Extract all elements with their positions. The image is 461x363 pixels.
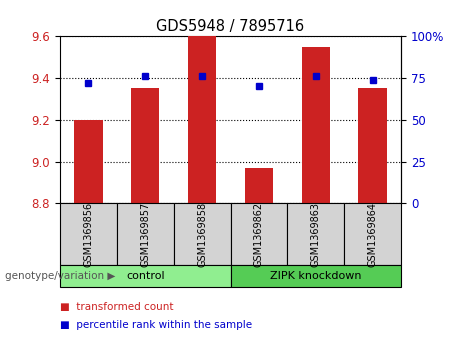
Title: GDS5948 / 7895716: GDS5948 / 7895716: [156, 19, 305, 34]
Bar: [188, 36, 216, 203]
Text: ■  percentile rank within the sample: ■ percentile rank within the sample: [60, 321, 252, 330]
Text: GSM1369863: GSM1369863: [311, 202, 321, 267]
Text: ■  transformed count: ■ transformed count: [60, 302, 173, 312]
Text: GSM1369864: GSM1369864: [367, 202, 378, 267]
Text: GSM1369858: GSM1369858: [197, 202, 207, 267]
Text: genotype/variation ▶: genotype/variation ▶: [5, 271, 115, 281]
Text: ZIPK knockdown: ZIPK knockdown: [270, 271, 361, 281]
Bar: [301, 47, 330, 203]
Text: control: control: [126, 271, 165, 281]
Text: GSM1369862: GSM1369862: [254, 202, 264, 267]
Bar: [358, 89, 387, 203]
Bar: [245, 168, 273, 203]
Bar: [131, 89, 160, 203]
Bar: [74, 120, 102, 203]
Text: GSM1369856: GSM1369856: [83, 202, 94, 267]
Text: GSM1369857: GSM1369857: [140, 202, 150, 267]
